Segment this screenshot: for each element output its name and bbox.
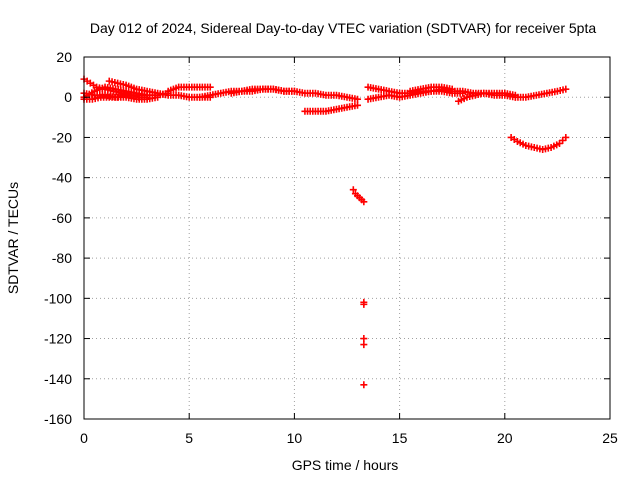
y-tick-label: -40 <box>52 170 72 186</box>
data-point <box>448 85 456 93</box>
series-arc-o <box>455 89 519 105</box>
x-axis-label: GPS time / hours <box>292 457 399 473</box>
x-tick-label: 0 <box>80 430 88 446</box>
data-point <box>206 83 214 91</box>
y-tick-label: -100 <box>44 290 72 306</box>
grid <box>84 57 610 419</box>
y-axis-label: SDTVAR / TECUs <box>5 182 21 294</box>
x-tick-label: 10 <box>287 430 303 446</box>
data-point <box>360 198 368 206</box>
y-tick-label: -20 <box>52 129 72 145</box>
series-arc-f <box>164 83 214 95</box>
data-point <box>360 381 368 389</box>
y-tick-label: 20 <box>56 49 72 65</box>
data-point <box>354 101 362 109</box>
x-tick-label: 20 <box>497 430 513 446</box>
data-point <box>349 186 357 194</box>
data-point <box>360 335 368 343</box>
x-tick-label: 25 <box>602 430 618 446</box>
series-arc-i <box>301 101 362 115</box>
data-point <box>562 85 570 93</box>
series-arc-d <box>80 83 151 101</box>
plot-frame <box>83 56 611 420</box>
y-tick-label: -80 <box>52 250 72 266</box>
y-tick-label: -120 <box>44 331 72 347</box>
y-tick-label: -140 <box>44 371 72 387</box>
data-point <box>360 341 368 349</box>
data-point <box>354 95 362 103</box>
y-tick-label: -60 <box>52 210 72 226</box>
y-tick-label: 0 <box>64 89 72 105</box>
data-point <box>360 300 368 308</box>
series-arc-j <box>349 186 368 206</box>
series-arc-p <box>507 133 570 154</box>
data-point <box>562 133 570 141</box>
chart-title: Day 012 of 2024, Sidereal Day-to-day VTE… <box>90 20 597 36</box>
y-tick-label: -160 <box>44 411 72 427</box>
data-points <box>80 75 570 389</box>
axis-ticks: 0 5 10 15 20 25 -160 -140 -120 -100 -80 -60 -40 -20 0 2… <box>44 49 618 446</box>
series-arc-n <box>406 83 456 95</box>
series-arc-h <box>227 85 298 97</box>
data-point <box>290 87 298 95</box>
series-arc-k <box>360 298 368 389</box>
series-arc-q <box>511 85 570 101</box>
x-tick-label: 15 <box>392 430 408 446</box>
x-tick-label: 5 <box>185 430 193 446</box>
